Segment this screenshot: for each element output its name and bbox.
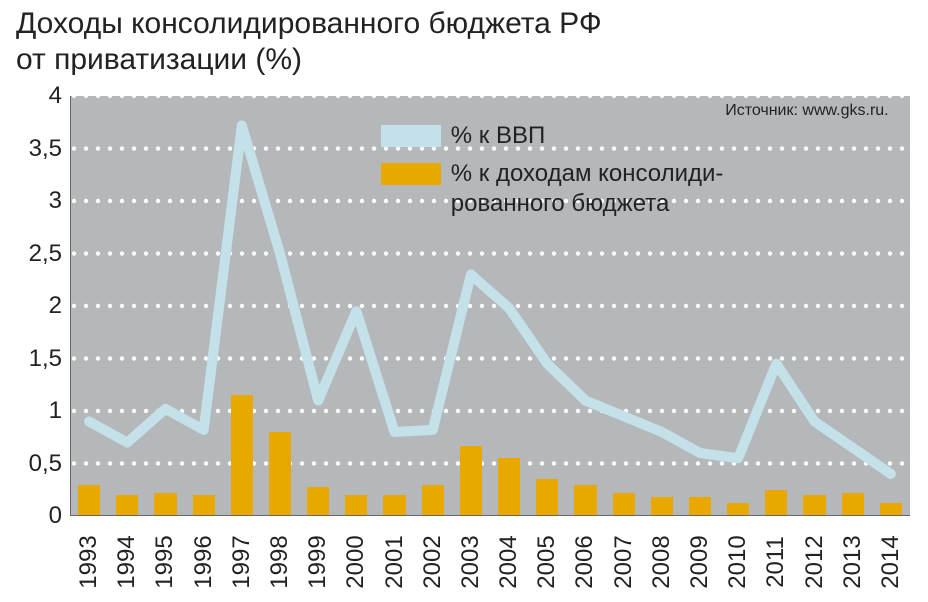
y-tick-label: 3,5 [29,135,62,163]
x-tick-label: 1998 [266,535,294,588]
x-tick-label: 2009 [686,535,714,588]
y-tick-label: 2,5 [29,240,62,268]
x-tick-label: 2011 [762,536,790,588]
y-tick-label: 0 [49,502,62,530]
x-tick-label: 2014 [877,535,905,588]
chart-container: Доходы консолидированного бюджета РФ от … [0,0,928,602]
legend: % к ВВП % к доходам консолиди- рованного… [381,121,724,227]
x-tick-label: 2001 [381,535,409,588]
y-tick-label: 2 [49,292,62,320]
x-tick-label: 1994 [113,535,141,588]
x-tick-label: 2000 [342,535,370,588]
legend-swatch-bar [381,163,441,185]
x-tick-label: 2012 [801,535,829,588]
chart-title: Доходы консолидированного бюджета РФ от … [16,6,602,78]
x-tick-label: 1995 [151,535,179,588]
x-axis [70,515,910,516]
x-tick-label: 2005 [533,535,561,588]
x-tick-label: 2004 [495,535,523,588]
x-tick-label: 2010 [724,535,752,588]
source-text: Источник: www.gks.ru. [725,102,888,120]
legend-swatch-line [381,125,441,147]
legend-row-line: % к ВВП [381,121,724,151]
y-axis [70,96,71,516]
x-tick-label: 2002 [419,535,447,588]
x-tick-label: 2003 [457,535,485,588]
x-tick-label: 2007 [610,535,638,588]
legend-row-bar: % к доходам консолиди- рованного бюджета [381,159,724,219]
legend-label-bar: % к доходам консолиди- рованного бюджета [451,159,724,219]
y-tick-label: 1,5 [29,345,62,373]
x-tick-label: 2013 [839,535,867,588]
x-tick-label: 1993 [75,535,103,588]
plot-area: Источник: www.gks.ru. % к ВВП % к дохода… [70,96,910,516]
x-tick-label: 1999 [304,535,332,588]
y-tick-label: 1 [49,397,62,425]
legend-label-line: % к ВВП [451,121,545,151]
x-tick-label: 2006 [571,535,599,588]
y-tick-label: 4 [49,82,62,110]
y-tick-label: 3 [49,187,62,215]
x-tick-label: 1996 [190,535,218,588]
y-tick-label: 0,5 [29,450,62,478]
x-tick-label: 2008 [648,535,676,588]
x-tick-label: 1997 [228,535,256,588]
